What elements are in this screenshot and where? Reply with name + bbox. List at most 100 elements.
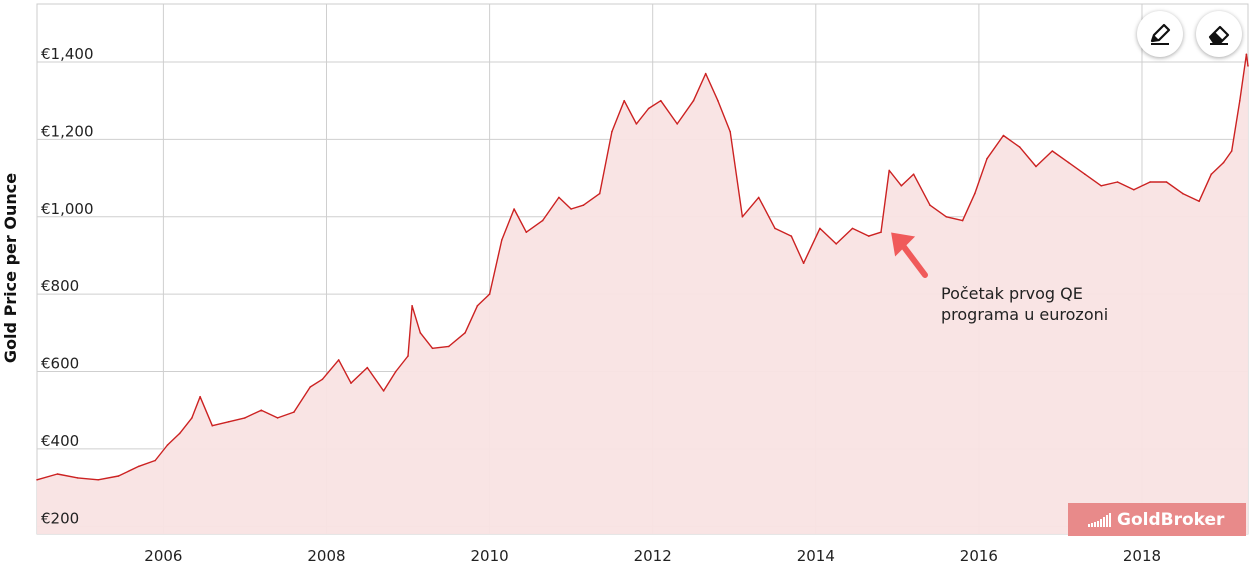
goldbroker-logo: GoldBroker bbox=[1068, 503, 1246, 536]
data-point bbox=[227, 421, 230, 423]
data-point bbox=[117, 475, 120, 477]
data-point bbox=[97, 479, 99, 481]
data-point bbox=[819, 227, 821, 230]
y-tick-label: €800 bbox=[41, 277, 79, 295]
data-point bbox=[1210, 173, 1213, 175]
data-point bbox=[1247, 65, 1249, 67]
data-point bbox=[1067, 161, 1070, 164]
data-point bbox=[558, 196, 560, 199]
data-point bbox=[1116, 181, 1119, 183]
data-point bbox=[154, 459, 156, 462]
data-point bbox=[382, 390, 385, 392]
data-point bbox=[835, 243, 837, 245]
data-point bbox=[582, 204, 585, 206]
data-point bbox=[501, 239, 503, 241]
data-point bbox=[929, 204, 931, 206]
pencil-icon bbox=[1150, 23, 1171, 45]
data-point bbox=[974, 192, 976, 195]
data-point bbox=[366, 366, 369, 369]
data-point bbox=[1100, 185, 1102, 187]
data-point bbox=[431, 347, 434, 350]
data-point bbox=[407, 355, 409, 357]
data-point bbox=[1245, 53, 1248, 56]
data-point bbox=[411, 305, 413, 307]
data-point bbox=[191, 417, 193, 419]
data-point bbox=[541, 219, 544, 222]
data-point bbox=[1084, 173, 1086, 175]
logo-text: GoldBroker bbox=[1117, 509, 1225, 530]
annotation-text: programa u eurozoni bbox=[941, 305, 1108, 324]
x-tick-label: 2008 bbox=[307, 547, 345, 565]
x-tick-label: 2018 bbox=[1123, 547, 1161, 565]
data-point bbox=[851, 227, 854, 230]
data-point bbox=[945, 216, 948, 218]
data-point bbox=[166, 444, 169, 446]
data-point bbox=[757, 196, 760, 199]
data-point bbox=[488, 293, 491, 295]
data-point bbox=[676, 123, 678, 125]
data-point bbox=[635, 123, 638, 125]
annotation-arrowhead bbox=[891, 232, 916, 257]
data-point bbox=[244, 417, 246, 419]
data-point bbox=[692, 99, 695, 102]
data-point bbox=[448, 345, 450, 348]
data-point bbox=[802, 262, 805, 265]
data-point bbox=[337, 359, 340, 361]
data-point bbox=[1239, 99, 1241, 102]
data-point bbox=[321, 378, 324, 381]
y-tick-label: €400 bbox=[41, 432, 79, 450]
data-point bbox=[741, 216, 744, 218]
annotation: Početak prvog QE programa u eurozoni bbox=[891, 232, 1108, 324]
data-point bbox=[211, 424, 214, 427]
axis-ticks: €200 €400 €600 €800 €1,000 €1,200 €1,400 2006 20… bbox=[41, 45, 1161, 565]
y-tick-label: €1,400 bbox=[41, 45, 94, 63]
data-point bbox=[880, 231, 882, 233]
y-tick-label: €600 bbox=[41, 355, 79, 373]
data-point bbox=[1230, 150, 1233, 152]
data-point bbox=[525, 231, 528, 233]
data-point bbox=[729, 130, 731, 133]
data-point bbox=[260, 409, 263, 412]
data-point bbox=[1018, 146, 1021, 148]
data-point bbox=[774, 227, 776, 230]
data-point bbox=[1035, 165, 1037, 168]
data-point bbox=[1149, 181, 1151, 183]
data-point bbox=[623, 99, 625, 102]
x-tick-label: 2016 bbox=[960, 547, 998, 565]
data-point bbox=[717, 99, 719, 102]
data-point bbox=[961, 219, 964, 222]
data-point bbox=[476, 305, 479, 307]
data-point bbox=[1198, 200, 1200, 203]
data-point bbox=[660, 99, 662, 102]
x-tick-label: 2012 bbox=[634, 547, 672, 565]
data-point bbox=[1182, 192, 1184, 195]
data-point bbox=[276, 417, 279, 419]
annotation-text: Početak prvog QE bbox=[941, 284, 1083, 303]
series-area-fill bbox=[37, 54, 1248, 535]
pencil-button[interactable] bbox=[1137, 11, 1183, 57]
data-point bbox=[1133, 188, 1135, 191]
y-tick-label: €200 bbox=[41, 509, 79, 527]
data-point bbox=[900, 185, 903, 187]
y-axis-label: Gold Price per Ounce bbox=[1, 173, 20, 363]
data-point bbox=[1051, 150, 1054, 152]
data-point bbox=[611, 130, 613, 133]
eraser-button[interactable] bbox=[1196, 11, 1242, 57]
data-point bbox=[598, 192, 601, 195]
data-point bbox=[868, 235, 870, 237]
data-point bbox=[912, 173, 915, 175]
area-series bbox=[36, 53, 1249, 535]
data-point bbox=[138, 465, 140, 468]
data-point bbox=[1002, 134, 1005, 137]
x-tick-label: 2014 bbox=[797, 547, 835, 565]
y-tick-label: €1,000 bbox=[41, 200, 94, 218]
data-point bbox=[888, 169, 890, 172]
x-tick-label: 2010 bbox=[471, 547, 509, 565]
eraser-icon bbox=[1208, 25, 1230, 45]
data-point bbox=[178, 432, 181, 435]
data-point bbox=[395, 370, 397, 373]
data-point bbox=[1165, 181, 1168, 183]
data-point bbox=[309, 386, 312, 388]
data-point bbox=[419, 332, 422, 334]
